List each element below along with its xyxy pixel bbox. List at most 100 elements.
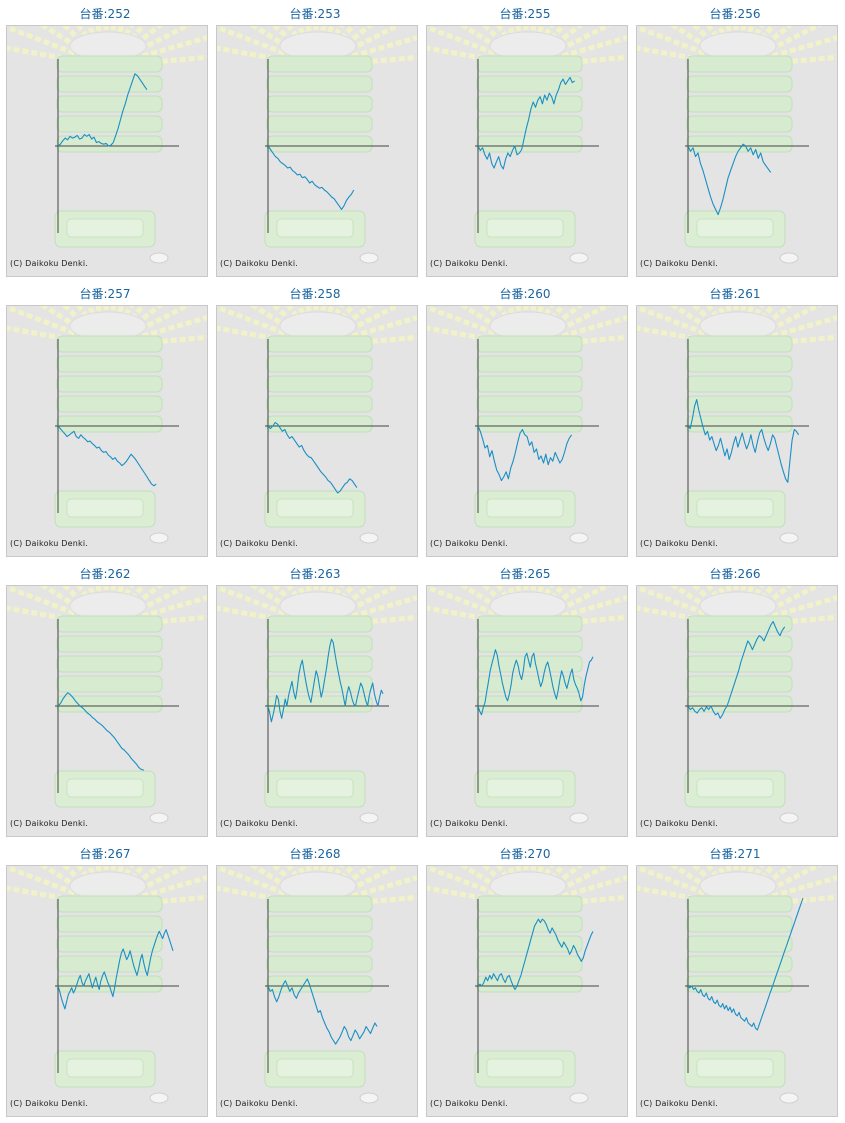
chart-panel: (C) Daikoku Denki. xyxy=(426,585,628,837)
chart-cell: 台番:256 (C) Daikoku Denki. xyxy=(630,0,840,280)
series-line xyxy=(687,399,800,483)
copyright-text: (C) Daikoku Denki. xyxy=(640,1099,719,1108)
chart-cell: 台番:271 (C) Daikoku Denki. xyxy=(630,840,840,1120)
background-illustration xyxy=(427,586,627,824)
background-illustration xyxy=(637,26,837,264)
copyright-text: (C) Daikoku Denki. xyxy=(220,1099,299,1108)
copyright-text: (C) Daikoku Denki. xyxy=(640,819,719,828)
chart-cell: 台番:260 (C) Daikoku Denki. xyxy=(420,280,630,560)
series-line xyxy=(477,76,576,170)
background-illustration xyxy=(217,26,417,264)
chart-panel: (C) Daikoku Denki. xyxy=(636,865,838,1117)
line-chart xyxy=(217,866,417,1104)
chart-panel: (C) Daikoku Denki. xyxy=(216,25,418,277)
chart-cell: 台番:252 (C) Daikoku Denki. xyxy=(0,0,210,280)
line-chart xyxy=(7,306,207,544)
background-illustration xyxy=(217,866,417,1104)
series-line xyxy=(687,620,786,719)
chart-title: 台番:262 xyxy=(79,567,131,581)
background-illustration xyxy=(427,26,627,264)
series-line xyxy=(267,978,378,1045)
chart-title: 台番:265 xyxy=(499,567,551,581)
series-line xyxy=(57,73,148,147)
copyright-text: (C) Daikoku Denki. xyxy=(430,819,509,828)
chart-panel: (C) Daikoku Denki. xyxy=(426,865,628,1117)
chart-title: 台番:256 xyxy=(709,7,761,21)
series-line xyxy=(687,897,804,1031)
line-chart xyxy=(427,306,627,544)
series-line xyxy=(477,918,594,991)
line-chart xyxy=(637,26,837,264)
line-chart xyxy=(427,26,627,264)
line-chart xyxy=(637,586,837,824)
chart-panel: (C) Daikoku Denki. xyxy=(636,25,838,277)
chart-cell: 台番:258 (C) Daikoku Denki. xyxy=(210,280,420,560)
background-illustration xyxy=(217,586,417,824)
series-line xyxy=(57,425,157,487)
line-chart xyxy=(217,306,417,544)
copyright-text: (C) Daikoku Denki. xyxy=(430,539,509,548)
chart-panel: (C) Daikoku Denki. xyxy=(6,585,208,837)
chart-title: 台番:266 xyxy=(709,567,761,581)
background-illustration xyxy=(427,866,627,1104)
chart-cell: 台番:265 (C) Daikoku Denki. xyxy=(420,560,630,840)
line-chart xyxy=(217,586,417,824)
line-chart xyxy=(427,586,627,824)
background-illustration xyxy=(427,306,627,544)
chart-title: 台番:270 xyxy=(499,847,551,861)
copyright-text: (C) Daikoku Denki. xyxy=(640,539,719,548)
chart-panel: (C) Daikoku Denki. xyxy=(426,25,628,277)
copyright-text: (C) Daikoku Denki. xyxy=(10,1099,89,1108)
chart-cell: 台番:267 (C) Daikoku Denki. xyxy=(0,840,210,1120)
background-illustration xyxy=(217,306,417,544)
chart-title: 台番:271 xyxy=(709,847,761,861)
chart-cell: 台番:266 (C) Daikoku Denki. xyxy=(630,560,840,840)
chart-title: 台番:260 xyxy=(499,287,551,301)
chart-title: 台番:253 xyxy=(289,7,341,21)
chart-title: 台番:268 xyxy=(289,847,341,861)
series-line xyxy=(267,145,355,210)
background-illustration xyxy=(7,306,207,544)
chart-title: 台番:258 xyxy=(289,287,341,301)
series-line xyxy=(477,425,573,482)
chart-panel: (C) Daikoku Denki. xyxy=(6,865,208,1117)
line-chart xyxy=(637,866,837,1104)
chart-cell: 台番:253 (C) Daikoku Denki. xyxy=(210,0,420,280)
series-line xyxy=(57,692,144,771)
line-chart xyxy=(427,866,627,1104)
copyright-text: (C) Daikoku Denki. xyxy=(430,1099,509,1108)
copyright-text: (C) Daikoku Denki. xyxy=(10,539,89,548)
chart-panel: (C) Daikoku Denki. xyxy=(216,305,418,557)
chart-title: 台番:263 xyxy=(289,567,341,581)
copyright-text: (C) Daikoku Denki. xyxy=(10,819,89,828)
series-line xyxy=(267,421,358,494)
chart-cell: 台番:262 (C) Daikoku Denki. xyxy=(0,560,210,840)
series-line xyxy=(687,143,772,216)
chart-title: 台番:261 xyxy=(709,287,761,301)
chart-cell: 台番:268 (C) Daikoku Denki. xyxy=(210,840,420,1120)
background-illustration xyxy=(7,866,207,1104)
chart-panel: (C) Daikoku Denki. xyxy=(6,305,208,557)
copyright-text: (C) Daikoku Denki. xyxy=(220,819,299,828)
chart-cell: 台番:270 (C) Daikoku Denki. xyxy=(420,840,630,1120)
chart-panel: (C) Daikoku Denki. xyxy=(6,25,208,277)
chart-title: 台番:255 xyxy=(499,7,551,21)
line-chart xyxy=(7,586,207,824)
line-chart xyxy=(637,306,837,544)
chart-panel: (C) Daikoku Denki. xyxy=(216,585,418,837)
chart-panel: (C) Daikoku Denki. xyxy=(426,305,628,557)
copyright-text: (C) Daikoku Denki. xyxy=(220,259,299,268)
chart-panel: (C) Daikoku Denki. xyxy=(216,865,418,1117)
copyright-text: (C) Daikoku Denki. xyxy=(220,539,299,548)
background-illustration xyxy=(7,586,207,824)
series-line xyxy=(57,929,174,1010)
chart-title: 台番:267 xyxy=(79,847,131,861)
background-illustration xyxy=(7,26,207,264)
copyright-text: (C) Daikoku Denki. xyxy=(10,259,89,268)
chart-panel: (C) Daikoku Denki. xyxy=(636,585,838,837)
line-chart xyxy=(7,26,207,264)
chart-cell: 台番:263 (C) Daikoku Denki. xyxy=(210,560,420,840)
chart-panel: (C) Daikoku Denki. xyxy=(636,305,838,557)
chart-cell: 台番:261 (C) Daikoku Denki. xyxy=(630,280,840,560)
chart-title: 台番:257 xyxy=(79,287,131,301)
